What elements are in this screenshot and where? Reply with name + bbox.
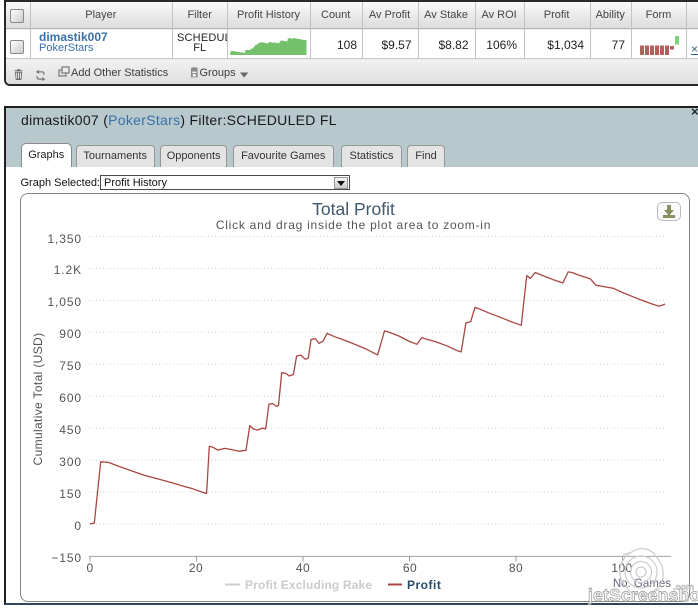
- svg-text:.com: .com: [673, 582, 694, 592]
- svg-text:jetScreenshot: jetScreenshot: [588, 585, 698, 605]
